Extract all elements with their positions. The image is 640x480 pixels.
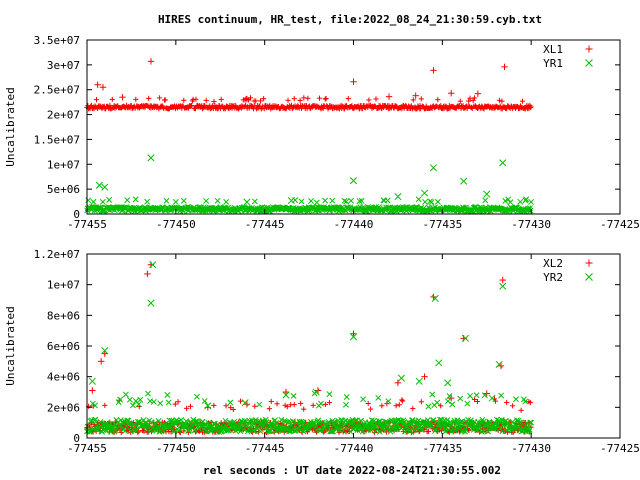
data-point-xl1 xyxy=(187,103,194,109)
data-point-xl1 xyxy=(199,106,205,112)
data-point-xl1 xyxy=(257,98,264,104)
top-y-tick-label: 2.5e+07 xyxy=(34,84,80,97)
data-point-xl1 xyxy=(261,106,267,112)
top-x-tick-label: -77450 xyxy=(156,218,196,231)
data-point-xl1 xyxy=(366,97,372,103)
data-point-xl1 xyxy=(216,102,222,109)
legend-label-xl2: XL2 xyxy=(543,257,563,270)
data-point-xl1 xyxy=(359,105,365,112)
top-x-tick-label: -77435 xyxy=(422,218,462,231)
legend-label-xl1: XL1 xyxy=(543,43,563,56)
data-point-xl1 xyxy=(156,95,163,101)
data-point-xl1 xyxy=(181,97,187,103)
data-point-xl1 xyxy=(192,106,199,112)
data-point-xl1 xyxy=(305,95,311,101)
top-y-axis-label: Uncalibrated xyxy=(4,87,17,166)
data-point-xl1 xyxy=(323,95,329,102)
bottom-y-tick-label: 8e+06 xyxy=(47,309,80,322)
bottom-x-tick-label: -77430 xyxy=(511,442,551,455)
legend-label-yr1: YR1 xyxy=(543,57,563,70)
top-y-tick-label: 3.5e+07 xyxy=(34,34,80,47)
data-point-xl1 xyxy=(344,102,350,109)
top-x-tick-label: -77425 xyxy=(600,218,640,231)
top-x-tick-label: -77430 xyxy=(511,218,551,231)
data-point-xl1 xyxy=(218,96,224,102)
chart-title: HIRES continuum, HR_test, file:2022_08_2… xyxy=(158,13,542,26)
data-point-xl1 xyxy=(133,96,139,102)
data-point-xl1 xyxy=(285,97,291,103)
data-point-xl1 xyxy=(211,98,217,105)
top-x-tick-label: -77445 xyxy=(245,218,285,231)
data-point-xl1 xyxy=(253,98,259,104)
bottom-y-axis-label: Uncalibrated xyxy=(4,306,17,385)
data-point-xl1 xyxy=(261,96,267,102)
data-point-xl1 xyxy=(189,102,195,109)
top-y-tick-label: 2e+07 xyxy=(47,109,80,122)
bottom-x-tick-label: -77440 xyxy=(334,442,374,455)
data-point-xl1 xyxy=(109,96,115,103)
bottom-y-tick-label: 6e+06 xyxy=(47,340,80,353)
data-point-xl1 xyxy=(247,95,254,101)
data-point-xl1 xyxy=(203,97,209,103)
data-point-xl1 xyxy=(146,95,152,101)
data-point-xl1 xyxy=(291,96,297,102)
bottom-y-tick-label: 1e+07 xyxy=(47,279,80,292)
data-point-xl1 xyxy=(373,96,379,102)
data-point-xl1 xyxy=(316,95,323,101)
top-y-tick-label: 3e+07 xyxy=(47,59,80,72)
top-panel: -77455 -77450 -77445 -77440 -77435 -77430 -774… xyxy=(4,34,640,231)
legend-label-yr2: YR2 xyxy=(543,271,563,284)
top-plot-points xyxy=(84,58,535,214)
bottom-x-tick-label: -77435 xyxy=(422,442,462,455)
top-x-tick-label: -77440 xyxy=(334,218,374,231)
top-y-tick-label: 1.5e+07 xyxy=(34,133,80,146)
bottom-x-tick-label: -77445 xyxy=(245,442,285,455)
bottom-x-tick-label: -77450 xyxy=(156,442,196,455)
x-axis-label: rel seconds : UT date 2022-08-24T21:30:5… xyxy=(203,464,501,477)
data-point-xl1 xyxy=(399,106,405,112)
data-point-xl1 xyxy=(193,96,199,102)
top-y-tick-label: 5e+06 xyxy=(47,183,80,196)
bottom-y-tick-label: 4e+06 xyxy=(47,371,80,384)
data-point-xl1 xyxy=(345,96,351,102)
bottom-x-tick-label: -77425 xyxy=(600,442,640,455)
data-point-xl1 xyxy=(162,97,168,103)
top-y-tick-label: 0 xyxy=(73,208,80,221)
data-point-xl1 xyxy=(93,97,100,103)
data-point-xl1 xyxy=(297,97,303,104)
bottom-y-tick-label: 0 xyxy=(73,432,80,445)
top-y-tick-label: 1e+07 xyxy=(47,158,80,171)
bottom-y-tick-label: 2e+06 xyxy=(47,401,80,414)
bottom-y-tick-label: 1.2e+07 xyxy=(34,248,80,261)
